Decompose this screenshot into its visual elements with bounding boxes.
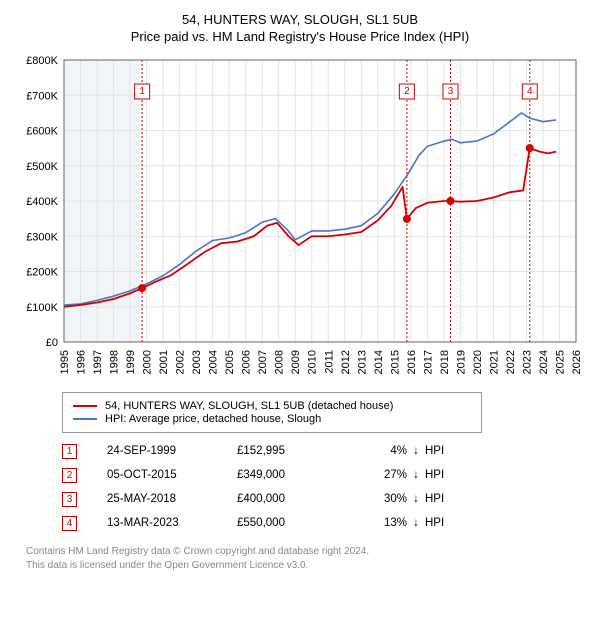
- svg-text:2001: 2001: [158, 350, 170, 374]
- legend-item: HPI: Average price, detached house, Slou…: [73, 413, 471, 425]
- transaction-marker: 3: [62, 492, 77, 507]
- legend-item: 54, HUNTERS WAY, SLOUGH, SL1 5UB (detach…: [73, 400, 471, 412]
- transaction-date: 05-OCT-2015: [107, 469, 237, 481]
- svg-text:2021: 2021: [488, 350, 500, 374]
- transaction-row: 4 13-MAR-2023£550,00013%↓HPI: [62, 511, 588, 535]
- footer-line-1: Contains HM Land Registry data © Crown c…: [26, 545, 588, 559]
- page-subtitle: Price paid vs. HM Land Registry's House …: [12, 29, 588, 44]
- svg-text:1999: 1999: [125, 350, 137, 374]
- down-arrow-icon: ↓: [407, 493, 425, 505]
- svg-text:2016: 2016: [406, 350, 418, 374]
- svg-text:2017: 2017: [422, 350, 434, 374]
- page-title: 54, HUNTERS WAY, SLOUGH, SL1 5UB: [12, 12, 588, 27]
- svg-text:£0: £0: [46, 337, 58, 349]
- svg-text:2000: 2000: [142, 350, 154, 374]
- legend-label: 54, HUNTERS WAY, SLOUGH, SL1 5UB (detach…: [105, 400, 393, 412]
- transaction-marker: 1: [62, 444, 77, 459]
- svg-text:2015: 2015: [389, 350, 401, 374]
- transaction-price: £550,000: [237, 517, 347, 529]
- transaction-pct: 13%: [347, 517, 407, 529]
- svg-text:1996: 1996: [76, 350, 88, 374]
- svg-text:3: 3: [448, 86, 454, 97]
- footer-line-2: This data is licensed under the Open Gov…: [26, 559, 588, 573]
- svg-text:2007: 2007: [257, 350, 269, 374]
- legend-swatch: [73, 405, 97, 407]
- svg-text:4: 4: [527, 86, 533, 97]
- svg-text:£400K: £400K: [26, 196, 58, 208]
- transactions-table: 124-SEP-1999£152,9954%↓HPI205-OCT-2015£3…: [62, 439, 588, 535]
- svg-text:2011: 2011: [323, 350, 335, 374]
- transaction-hpi: HPI: [425, 517, 444, 529]
- transaction-price: £349,000: [237, 469, 347, 481]
- transaction-price: £152,995: [237, 445, 347, 457]
- svg-text:1995: 1995: [59, 350, 71, 374]
- transaction-marker: 2: [62, 468, 77, 483]
- legend-label: HPI: Average price, detached house, Slou…: [105, 413, 321, 425]
- down-arrow-icon: ↓: [407, 445, 425, 457]
- svg-text:£300K: £300K: [26, 231, 58, 243]
- svg-text:2009: 2009: [290, 350, 302, 374]
- transaction-row: 2 05-OCT-2015£349,00027%↓HPI: [62, 463, 588, 487]
- svg-text:2026: 2026: [571, 350, 583, 374]
- transaction-price: £400,000: [237, 493, 347, 505]
- transaction-hpi: HPI: [425, 493, 444, 505]
- svg-text:£500K: £500K: [26, 161, 58, 173]
- transaction-hpi: HPI: [425, 469, 444, 481]
- svg-text:2010: 2010: [307, 350, 319, 374]
- svg-text:2: 2: [404, 86, 410, 97]
- svg-text:2019: 2019: [455, 350, 467, 374]
- svg-text:£200K: £200K: [26, 267, 58, 279]
- transaction-date: 24-SEP-1999: [107, 445, 237, 457]
- down-arrow-icon: ↓: [407, 517, 425, 529]
- price-chart: £0 £100K £200K £300K £400K £500K £600K £700K £80…: [12, 54, 588, 384]
- svg-text:£800K: £800K: [26, 55, 58, 67]
- svg-text:1997: 1997: [92, 350, 104, 374]
- svg-text:2022: 2022: [505, 350, 517, 374]
- transaction-hpi: HPI: [425, 445, 444, 457]
- transaction-date: 13-MAR-2023: [107, 517, 237, 529]
- chart-area: £0 £100K £200K £300K £400K £500K £600K £700K £80…: [12, 54, 588, 384]
- svg-text:2005: 2005: [224, 350, 236, 374]
- transaction-date: 25-MAY-2018: [107, 493, 237, 505]
- svg-text:2014: 2014: [373, 350, 385, 374]
- transaction-row: 3 25-MAY-2018£400,00030%↓HPI: [62, 487, 588, 511]
- svg-text:2012: 2012: [340, 350, 352, 374]
- legend: 54, HUNTERS WAY, SLOUGH, SL1 5UB (detach…: [62, 392, 482, 433]
- svg-text:2020: 2020: [472, 350, 484, 374]
- svg-text:£700K: £700K: [26, 90, 58, 102]
- svg-text:2008: 2008: [274, 350, 286, 374]
- transaction-row: 1 24-SEP-1999£152,9954%↓HPI: [62, 439, 588, 463]
- svg-text:2013: 2013: [356, 350, 368, 374]
- transaction-marker: 4: [62, 516, 77, 531]
- footer: Contains HM Land Registry data © Crown c…: [26, 545, 588, 572]
- svg-text:2004: 2004: [208, 350, 220, 374]
- svg-text:£100K: £100K: [26, 302, 58, 314]
- svg-text:2024: 2024: [538, 350, 550, 374]
- svg-text:2025: 2025: [554, 350, 566, 374]
- svg-text:1998: 1998: [109, 350, 121, 374]
- down-arrow-icon: ↓: [407, 469, 425, 481]
- svg-text:2006: 2006: [241, 350, 253, 374]
- svg-text:2002: 2002: [175, 350, 187, 374]
- legend-swatch: [73, 418, 97, 420]
- transaction-pct: 4%: [347, 445, 407, 457]
- svg-text:2018: 2018: [439, 350, 451, 374]
- page-container: 54, HUNTERS WAY, SLOUGH, SL1 5UB Price p…: [0, 0, 600, 580]
- svg-text:1: 1: [139, 86, 145, 97]
- transaction-pct: 27%: [347, 469, 407, 481]
- svg-text:2023: 2023: [521, 350, 533, 374]
- svg-text:£600K: £600K: [26, 126, 58, 138]
- svg-text:2003: 2003: [191, 350, 203, 374]
- transaction-pct: 30%: [347, 493, 407, 505]
